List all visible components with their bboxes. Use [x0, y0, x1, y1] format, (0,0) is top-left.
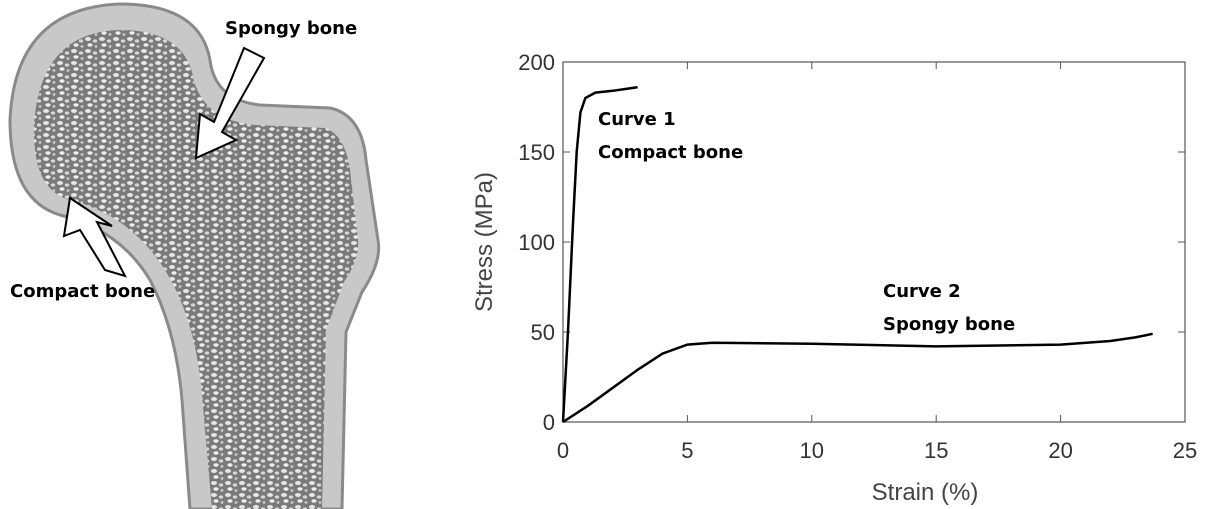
- bone-illustration: Spongy bone Compact bone: [10, 4, 379, 509]
- series-label: Curve 1: [598, 109, 676, 130]
- x-tick-label: 0: [557, 438, 569, 463]
- x-tick-label: 20: [1048, 438, 1072, 463]
- diagram-label: Compact bone: [10, 281, 155, 302]
- series-description: Spongy bone: [883, 314, 1015, 335]
- y-axis-label: Stress (MPa): [471, 172, 498, 312]
- x-axis-label: Strain (%): [872, 479, 979, 506]
- y-tick-label: 100: [518, 230, 555, 255]
- line: [563, 334, 1153, 422]
- x-tick-label: 10: [800, 438, 824, 463]
- y-tick-label: 150: [518, 140, 555, 165]
- y-tick-label: 200: [518, 50, 555, 75]
- diagram-label: Spongy bone: [225, 18, 357, 39]
- y-tick-label: 0: [543, 410, 555, 435]
- x-tick-label: 5: [681, 438, 693, 463]
- series-label: Curve 2: [883, 281, 961, 302]
- x-tick-label: 15: [924, 438, 948, 463]
- series-description: Compact bone: [598, 142, 743, 163]
- y-tick-label: 50: [531, 320, 555, 345]
- figure: Spongy bone Compact bone Strain (%) Stre…: [0, 0, 1215, 509]
- x-tick-label: 25: [1173, 438, 1197, 463]
- line: [563, 87, 638, 422]
